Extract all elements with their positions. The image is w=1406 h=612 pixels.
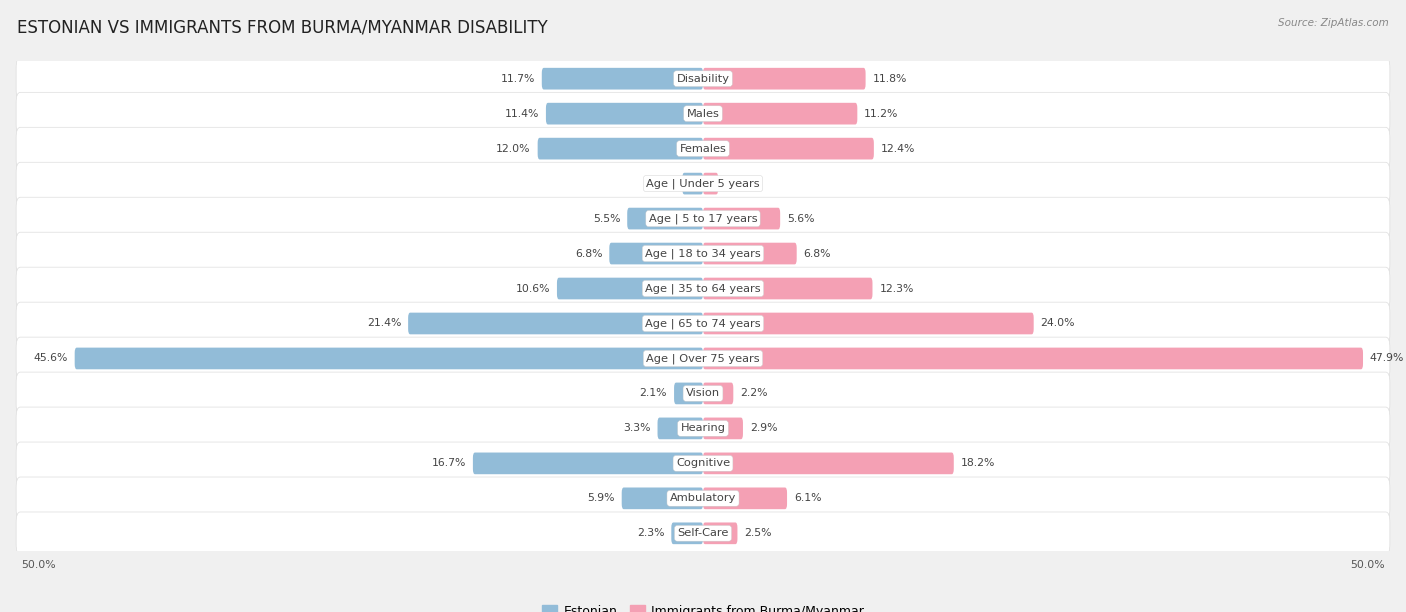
- FancyBboxPatch shape: [408, 313, 703, 334]
- FancyBboxPatch shape: [15, 407, 1391, 450]
- FancyBboxPatch shape: [537, 138, 703, 160]
- Text: 6.8%: 6.8%: [804, 248, 831, 258]
- FancyBboxPatch shape: [627, 207, 703, 230]
- Text: 2.1%: 2.1%: [640, 389, 668, 398]
- FancyBboxPatch shape: [15, 442, 1391, 485]
- Text: Vision: Vision: [686, 389, 720, 398]
- Text: 6.1%: 6.1%: [794, 493, 821, 503]
- FancyBboxPatch shape: [682, 173, 703, 195]
- Text: 10.6%: 10.6%: [516, 283, 550, 294]
- FancyBboxPatch shape: [671, 523, 703, 544]
- Text: Source: ZipAtlas.com: Source: ZipAtlas.com: [1278, 18, 1389, 28]
- Legend: Estonian, Immigrants from Burma/Myanmar: Estonian, Immigrants from Burma/Myanmar: [537, 600, 869, 612]
- FancyBboxPatch shape: [703, 173, 718, 195]
- Text: Ambulatory: Ambulatory: [669, 493, 737, 503]
- FancyBboxPatch shape: [703, 488, 787, 509]
- Text: 11.2%: 11.2%: [865, 109, 898, 119]
- FancyBboxPatch shape: [15, 58, 1391, 100]
- FancyBboxPatch shape: [15, 477, 1391, 520]
- FancyBboxPatch shape: [541, 68, 703, 89]
- Text: 11.7%: 11.7%: [501, 73, 534, 84]
- Text: Age | 35 to 64 years: Age | 35 to 64 years: [645, 283, 761, 294]
- Text: 50.0%: 50.0%: [21, 559, 56, 570]
- Text: Age | 18 to 34 years: Age | 18 to 34 years: [645, 248, 761, 259]
- Text: Age | Under 5 years: Age | Under 5 years: [647, 178, 759, 189]
- FancyBboxPatch shape: [15, 302, 1391, 345]
- Text: 11.8%: 11.8%: [873, 73, 907, 84]
- FancyBboxPatch shape: [15, 197, 1391, 240]
- Text: 6.8%: 6.8%: [575, 248, 602, 258]
- Text: 50.0%: 50.0%: [1350, 559, 1385, 570]
- Text: Females: Females: [679, 144, 727, 154]
- FancyBboxPatch shape: [15, 267, 1391, 310]
- FancyBboxPatch shape: [703, 452, 953, 474]
- Text: Disability: Disability: [676, 73, 730, 84]
- Text: Males: Males: [686, 109, 720, 119]
- Text: 45.6%: 45.6%: [34, 354, 67, 364]
- Text: 12.0%: 12.0%: [496, 144, 531, 154]
- FancyBboxPatch shape: [472, 452, 703, 474]
- FancyBboxPatch shape: [557, 278, 703, 299]
- Text: 2.5%: 2.5%: [744, 528, 772, 539]
- FancyBboxPatch shape: [15, 162, 1391, 205]
- FancyBboxPatch shape: [703, 138, 875, 160]
- Text: 11.4%: 11.4%: [505, 109, 538, 119]
- Text: 3.3%: 3.3%: [623, 424, 651, 433]
- Text: 21.4%: 21.4%: [367, 318, 401, 329]
- Text: Age | 65 to 74 years: Age | 65 to 74 years: [645, 318, 761, 329]
- Text: 16.7%: 16.7%: [432, 458, 465, 468]
- FancyBboxPatch shape: [703, 278, 873, 299]
- Text: 2.3%: 2.3%: [637, 528, 665, 539]
- FancyBboxPatch shape: [703, 313, 1033, 334]
- Text: 5.6%: 5.6%: [787, 214, 814, 223]
- Text: 47.9%: 47.9%: [1369, 354, 1405, 364]
- FancyBboxPatch shape: [15, 232, 1391, 275]
- Text: Age | 5 to 17 years: Age | 5 to 17 years: [648, 214, 758, 224]
- FancyBboxPatch shape: [673, 382, 703, 405]
- FancyBboxPatch shape: [703, 103, 858, 124]
- FancyBboxPatch shape: [658, 417, 703, 439]
- FancyBboxPatch shape: [15, 512, 1391, 554]
- Text: 1.1%: 1.1%: [725, 179, 752, 188]
- FancyBboxPatch shape: [15, 372, 1391, 415]
- FancyBboxPatch shape: [15, 92, 1391, 135]
- FancyBboxPatch shape: [546, 103, 703, 124]
- FancyBboxPatch shape: [703, 417, 742, 439]
- Text: Cognitive: Cognitive: [676, 458, 730, 468]
- FancyBboxPatch shape: [703, 207, 780, 230]
- Text: 2.9%: 2.9%: [749, 424, 778, 433]
- FancyBboxPatch shape: [703, 243, 797, 264]
- Text: ESTONIAN VS IMMIGRANTS FROM BURMA/MYANMAR DISABILITY: ESTONIAN VS IMMIGRANTS FROM BURMA/MYANMA…: [17, 18, 547, 36]
- Text: 12.4%: 12.4%: [880, 144, 915, 154]
- Text: 2.2%: 2.2%: [740, 389, 768, 398]
- FancyBboxPatch shape: [609, 243, 703, 264]
- FancyBboxPatch shape: [621, 488, 703, 509]
- FancyBboxPatch shape: [703, 382, 734, 405]
- Text: 18.2%: 18.2%: [960, 458, 995, 468]
- Text: 1.5%: 1.5%: [648, 179, 675, 188]
- Text: Self-Care: Self-Care: [678, 528, 728, 539]
- Text: 5.9%: 5.9%: [588, 493, 614, 503]
- FancyBboxPatch shape: [703, 523, 738, 544]
- FancyBboxPatch shape: [15, 127, 1391, 170]
- Text: 24.0%: 24.0%: [1040, 318, 1076, 329]
- FancyBboxPatch shape: [75, 348, 703, 369]
- Text: 5.5%: 5.5%: [593, 214, 620, 223]
- FancyBboxPatch shape: [15, 337, 1391, 380]
- Text: Age | Over 75 years: Age | Over 75 years: [647, 353, 759, 364]
- Text: 12.3%: 12.3%: [879, 283, 914, 294]
- Text: Hearing: Hearing: [681, 424, 725, 433]
- FancyBboxPatch shape: [703, 348, 1362, 369]
- FancyBboxPatch shape: [703, 68, 866, 89]
